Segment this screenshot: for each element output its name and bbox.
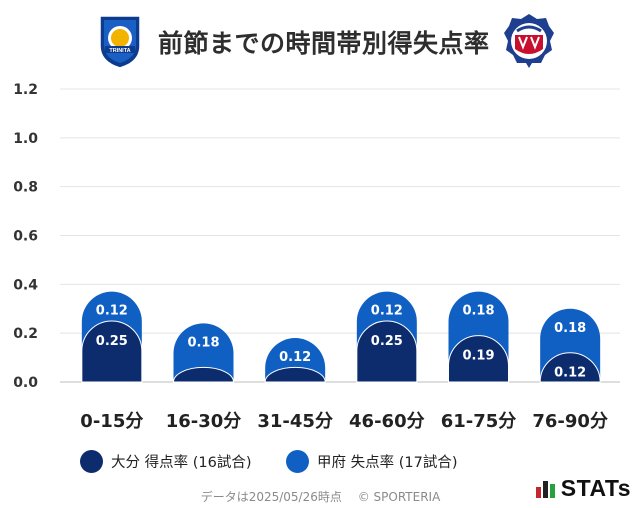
y-tick-label: 1.2 [13, 82, 38, 98]
data-label-oita: 0.12 [554, 366, 586, 381]
data-label-kofu: 0.18 [187, 335, 219, 350]
data-label-kofu: 0.18 [462, 304, 494, 319]
bar-oita-score [448, 335, 509, 383]
oita-trinita-logo: TRINITA [99, 15, 141, 69]
data-label-kofu: 0.12 [279, 350, 311, 365]
data-label-kofu: 0.12 [96, 304, 128, 319]
chart-area: 0.0 0.2 0.4 0.6 0.8 1.0 1.2 0.12 0.25 0-15分 0.18 16… [13, 82, 620, 432]
data-label-kofu: 0.12 [371, 304, 403, 319]
y-tick-label: 0.0 [13, 375, 38, 391]
stats-brand-logo: STATs [535, 474, 631, 502]
stats-brand-text: STATs [560, 474, 631, 501]
data-label-oita: 0.25 [371, 334, 403, 349]
chart-header: TRINITA 前節までの時間帯別得失点率 [0, 0, 641, 80]
copyright-text: © SPORTERIA [357, 490, 441, 504]
legend-item-kofu: 甲府 失点率 (17試合) [286, 448, 457, 474]
left-badge-text: TRINITA [109, 48, 130, 54]
bar-oita-score [172, 366, 235, 383]
x-tick-label: 16-30分 [166, 411, 242, 432]
data-label-oita: 0.19 [462, 349, 494, 364]
y-tick-label: 0.2 [13, 326, 38, 342]
bar-oita-score [264, 366, 326, 383]
x-tick-label: 61-75分 [441, 411, 517, 432]
legend-swatch-blue [286, 449, 309, 473]
x-tick-label: 0-15分 [80, 411, 143, 432]
data-label-oita: 0.25 [96, 334, 128, 349]
legend-label-oita: 大分 得点率 (16試合) [111, 454, 252, 471]
y-tick-label: 0.6 [13, 229, 38, 245]
x-tick-label: 76-90分 [532, 411, 608, 432]
data-label-kofu: 0.18 [554, 321, 586, 336]
y-tick-label: 0.8 [13, 180, 38, 196]
x-tick-label: 46-60分 [349, 411, 425, 432]
bar-oita-score [356, 320, 418, 383]
bar-oita-score [81, 320, 143, 383]
ventforet-kofu-logo [504, 14, 554, 68]
legend-item-oita: 大分 得点率 (16試合) [80, 448, 251, 474]
y-tick-label: 0.4 [13, 277, 38, 293]
page-title: 前節までの時間帯別得失点率 [158, 29, 490, 58]
x-tick-label: 31-45分 [257, 411, 333, 432]
data-date-text: データは2025/05/26時点 [200, 490, 342, 504]
legend-swatch-dark-navy [80, 449, 103, 473]
stats-bars-icon [535, 481, 555, 498]
bar-kofu-concede [173, 323, 234, 382]
footer-note: データは2025/05/26時点 © SPORTERIA [0, 488, 641, 505]
legend-label-kofu: 甲府 失点率 (17試合) [317, 454, 458, 471]
bar-oita-score [539, 352, 601, 383]
y-tick-label: 1.0 [13, 131, 38, 147]
